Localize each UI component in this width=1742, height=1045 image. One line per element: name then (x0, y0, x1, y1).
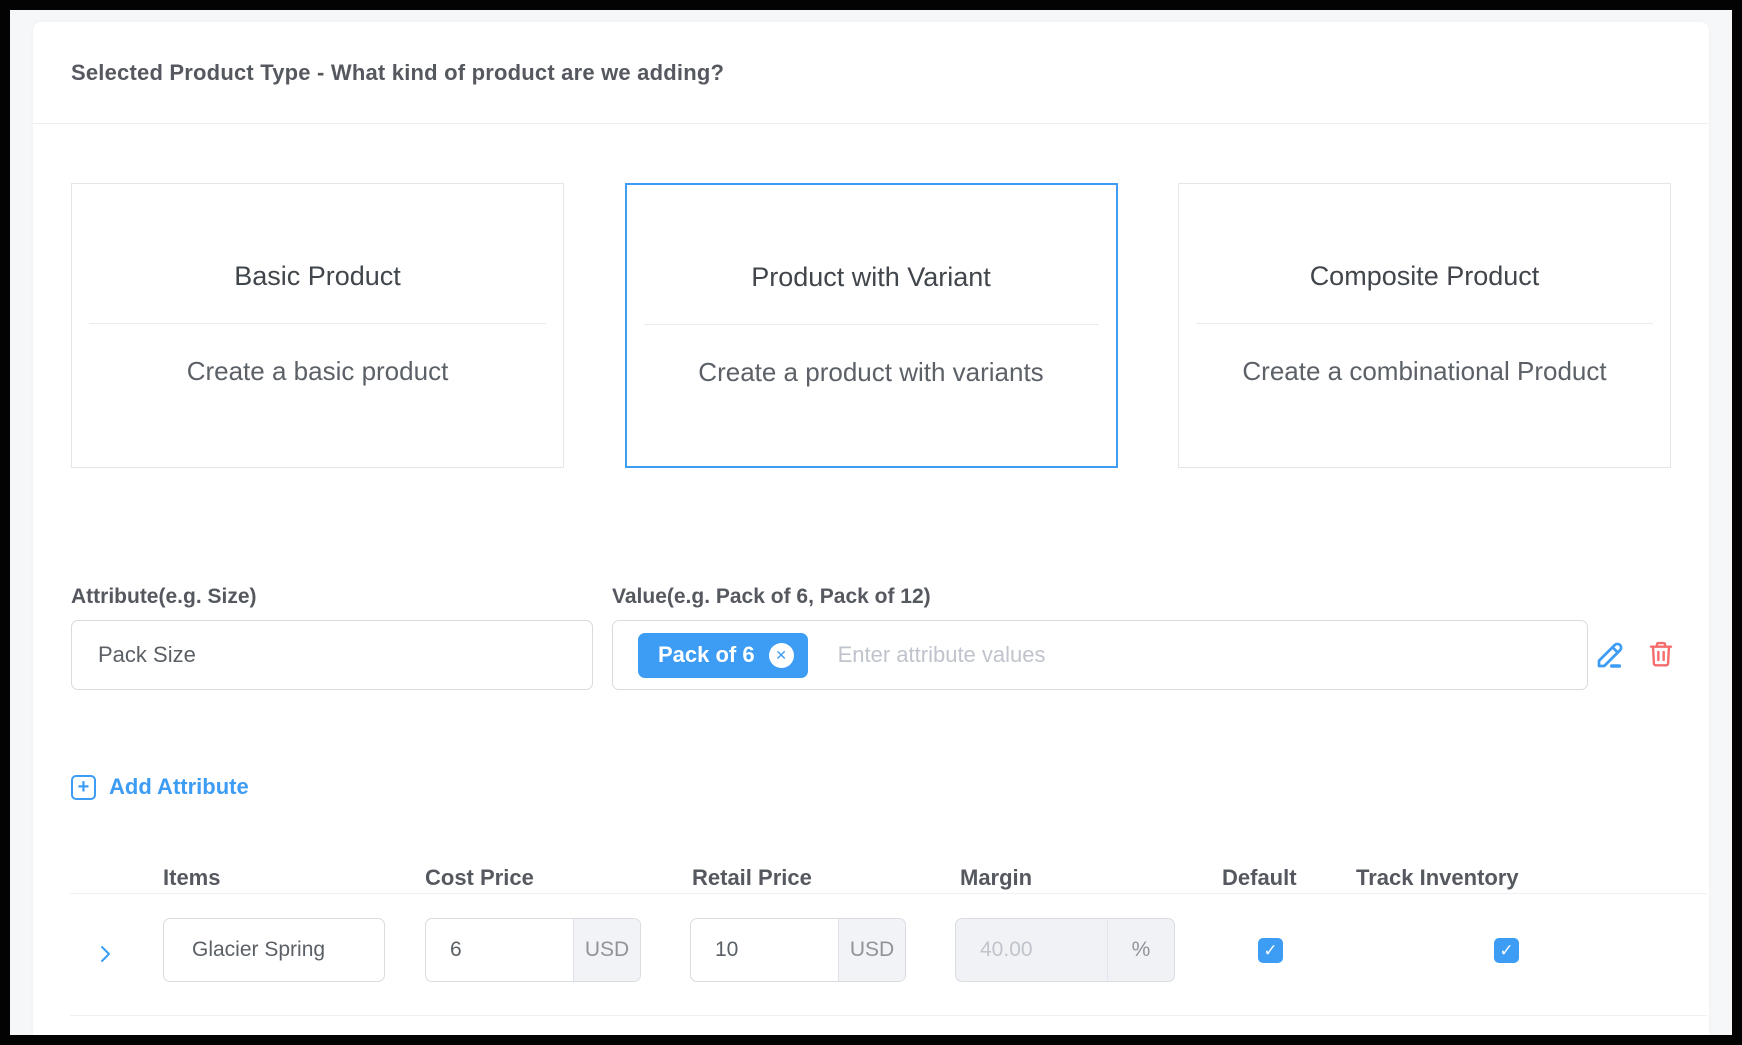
value-tag: Pack of 6 ✕ (638, 632, 808, 678)
add-attribute-button[interactable]: + Add Attribute (71, 774, 249, 800)
retail-price-group: USD (690, 918, 906, 982)
card-header: Selected Product Type - What kind of pro… (33, 22, 1709, 124)
column-header-items: Items (163, 865, 221, 890)
margin-group: % (955, 918, 1175, 982)
pencil-icon (1593, 636, 1629, 677)
column-header-cost-price: Cost Price (425, 865, 534, 890)
attribute-name-input[interactable] (71, 620, 593, 690)
check-icon: ✓ (1263, 941, 1278, 960)
column-header-default: Default (1222, 865, 1297, 890)
content-card: Selected Product Type - What kind of pro… (33, 22, 1709, 1035)
column-header-retail-price: Retail Price (692, 865, 812, 890)
retail-price-input[interactable] (691, 919, 838, 981)
value-label: Value(e.g. Pack of 6, Pack of 12) (612, 585, 931, 608)
page-title: Selected Product Type - What kind of pro… (71, 59, 725, 85)
trash-icon (1645, 638, 1677, 675)
attribute-label: Attribute(e.g. Size) (71, 585, 257, 608)
item-name-input[interactable] (163, 918, 385, 982)
plus-square-icon: + (71, 774, 96, 800)
cost-currency-addon: USD (573, 919, 640, 981)
retail-currency-addon: USD (838, 919, 905, 981)
attribute-values-box[interactable]: Pack of 6 ✕ (612, 620, 1588, 690)
column-header-margin: Margin (960, 865, 1033, 890)
cost-price-input[interactable] (426, 919, 573, 981)
add-attribute-label: Add Attribute (109, 774, 249, 799)
product-type-description: Create a combinational Product (1242, 355, 1607, 386)
divider (89, 323, 546, 324)
column-header-track-inventory: Track Inventory (1356, 865, 1519, 890)
cost-price-group: USD (425, 918, 641, 982)
chevron-right-icon (93, 946, 117, 970)
track-inventory-checkbox[interactable]: ✓ (1494, 938, 1519, 963)
margin-input (956, 919, 1107, 981)
product-type-card-variant[interactable]: Product with Variant Create a product wi… (624, 183, 1118, 468)
edit-attribute-button[interactable] (1591, 636, 1631, 676)
margin-percent-addon: % (1107, 919, 1174, 981)
product-type-title: Composite Product (1309, 260, 1540, 291)
table-row-divider (70, 1015, 1707, 1016)
expand-row-button[interactable] (93, 942, 117, 966)
table-header-divider (70, 893, 1707, 894)
product-type-title: Product with Variant (751, 261, 991, 292)
delete-attribute-button[interactable] (1641, 636, 1681, 676)
divider (643, 324, 1099, 325)
product-type-description: Create a basic product (186, 355, 449, 386)
product-type-title: Basic Product (234, 260, 401, 291)
check-icon: ✓ (1499, 941, 1514, 960)
product-type-selector: Basic Product Create a basic product Pro… (71, 183, 1671, 468)
divider (1196, 323, 1653, 324)
attribute-values-input[interactable] (837, 642, 1575, 668)
product-type-card-composite[interactable]: Composite Product Create a combinational… (1178, 183, 1671, 468)
default-checkbox[interactable]: ✓ (1258, 938, 1283, 963)
product-type-card-basic[interactable]: Basic Product Create a basic product (71, 183, 564, 468)
value-tag-label: Pack of 6 (658, 642, 755, 667)
remove-tag-icon[interactable]: ✕ (768, 642, 794, 668)
product-type-description: Create a product with variants (698, 356, 1044, 387)
